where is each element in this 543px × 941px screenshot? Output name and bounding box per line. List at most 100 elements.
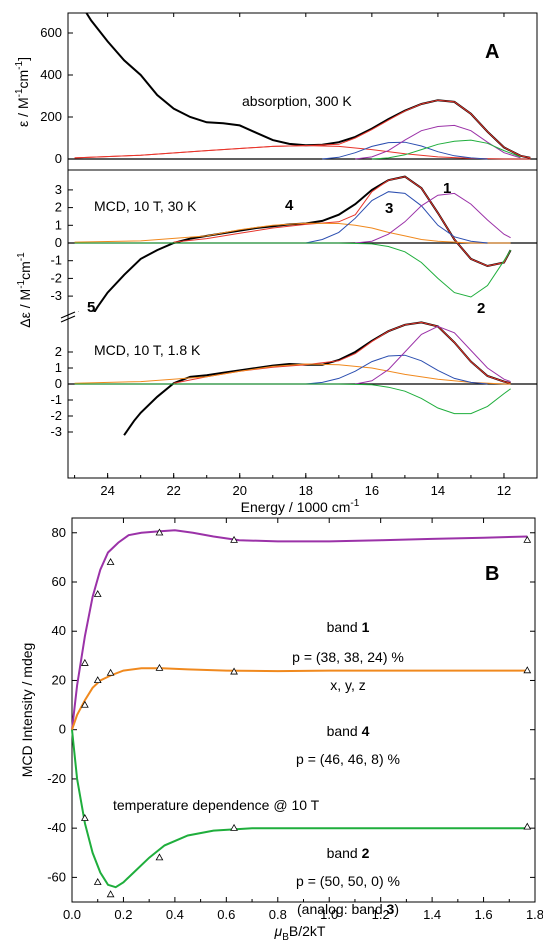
data-point-marker — [80, 700, 89, 708]
y-axis-title-part: ε / M — [15, 97, 31, 127]
panel-a-frame — [67, 12, 538, 479]
x-tick-label: 1.4 — [423, 907, 441, 922]
x-axis-title-part: μ — [274, 923, 283, 939]
band-curve — [71, 529, 528, 730]
x-tick-label: 0.4 — [166, 907, 184, 922]
y-tick-label: 0 — [55, 376, 62, 391]
band4-formula: p = (46, 46, 8) % — [296, 751, 400, 767]
y-tick-label: 600 — [40, 25, 62, 40]
data-point-marker — [230, 535, 238, 543]
y-tick-label: -3 — [50, 288, 62, 303]
data-point-marker — [155, 663, 164, 671]
band2-note: (analog: band 3) — [297, 901, 399, 917]
panel-label-b: B — [485, 563, 499, 585]
x-tick-label: 20 — [233, 483, 247, 498]
panel-label-a: A — [485, 41, 499, 63]
x-tick-label: 1.0 — [320, 907, 338, 922]
y-tick-label: 40 — [52, 623, 66, 638]
band-label-text: band — [327, 723, 362, 739]
series-line — [355, 192, 511, 244]
x-tick-label: 0.0 — [63, 907, 81, 922]
band2-label: band 2 — [327, 845, 370, 861]
band-label-2: 2 — [477, 300, 485, 317]
subplot-2 — [68, 321, 537, 436]
x-tick-label: 1.8 — [526, 907, 543, 922]
band2-formula: p = (50, 50, 0) % — [296, 873, 400, 889]
series-line — [74, 222, 511, 244]
x-tick-label: 14 — [431, 483, 445, 498]
y-axis-title-sup: -1 — [16, 252, 27, 261]
x-axis-title-main: Energy / 1000 cm — [241, 499, 351, 515]
band-label-4: 4 — [285, 197, 294, 214]
data-point-marker — [106, 668, 115, 676]
y-tick-label: -20 — [47, 771, 66, 786]
series-line — [305, 191, 488, 244]
series-line — [355, 124, 521, 160]
y-tick-label: -2 — [50, 408, 62, 423]
y-tick-label: -1 — [50, 392, 62, 407]
annotation-mcd-30k: MCD, 10 T, 30 K — [94, 198, 197, 214]
y-tick-label: -1 — [50, 253, 62, 268]
y-axis-title-sup: -1 — [14, 60, 25, 69]
data-point-marker — [230, 667, 238, 675]
band1-label: band 1 — [327, 619, 370, 635]
data-point-marker — [523, 822, 532, 830]
data-point-marker — [523, 535, 532, 543]
y-tick-label: 1 — [55, 217, 62, 232]
data-point-marker — [80, 658, 89, 666]
x-tick-label: 0.8 — [269, 907, 287, 922]
annotation-absorption: absorption, 300 K — [242, 93, 352, 109]
data-point-marker — [106, 890, 115, 898]
y-tick-label: 400 — [40, 67, 62, 82]
annotation-temperature: temperature dependence @ 10 T — [113, 797, 320, 813]
series-line — [371, 139, 521, 160]
band1-formula: p = (38, 38, 24) % — [292, 649, 404, 665]
data-point-marker — [93, 589, 102, 597]
data-point-marker — [155, 528, 164, 536]
x-axis-title-sup: -1 — [350, 498, 359, 509]
axis-break-mark — [60, 311, 76, 323]
y-axis-title-sup: -1 — [14, 88, 25, 97]
y-axis-title-part: ] — [15, 57, 31, 61]
subplot-1 — [68, 175, 537, 312]
series-line — [355, 325, 511, 385]
note-text: (analog: band — [297, 901, 387, 917]
y-tick-label: 0 — [59, 722, 66, 737]
band-label-num: 4 — [362, 723, 370, 739]
y-tick-label: 0 — [55, 235, 62, 250]
band-label-3: 3 — [385, 200, 393, 217]
series-line — [322, 141, 488, 160]
y-tick-label: -40 — [47, 820, 66, 835]
x-tick-label: 12 — [497, 483, 511, 498]
data-point-marker — [106, 557, 115, 565]
x-axis-title: Energy / 1000 cm-1 — [241, 498, 360, 515]
band-label-1: 1 — [443, 180, 451, 197]
y-axis-title-part: cm — [15, 70, 31, 89]
y-tick-label: 2 — [55, 344, 62, 359]
annotation-mcd-1-8k: MCD, 10 T, 1.8 K — [94, 342, 201, 358]
x-axis-title-sub: B — [282, 932, 289, 941]
subplot-0 — [68, 13, 537, 160]
band-label-num: 1 — [362, 619, 370, 635]
series-line — [173, 321, 511, 384]
x-tick-label: 1.6 — [475, 907, 493, 922]
series-line — [74, 242, 512, 298]
y-tick-label: 3 — [55, 182, 62, 197]
data-point-marker — [93, 676, 102, 684]
data-point-marker — [230, 823, 238, 831]
data-point-marker — [523, 666, 532, 674]
x-axis-title-b: μBB/2kT — [274, 923, 326, 941]
data-point-marker — [93, 877, 102, 885]
series-line — [173, 176, 512, 267]
x-tick-label: 18 — [299, 483, 313, 498]
x-tick-label: 0.2 — [114, 907, 132, 922]
y-tick-label: -60 — [47, 869, 66, 884]
y-tick-label: -3 — [50, 424, 62, 439]
x-tick-label: 24 — [100, 483, 114, 498]
x-tick-label: 1.2 — [372, 907, 390, 922]
note-text: ) — [394, 901, 399, 917]
y-tick-label: 80 — [52, 525, 66, 540]
band-label-5: 5 — [87, 299, 95, 316]
y-axis-title-absorption: ε / M-1cm-1] — [14, 57, 31, 127]
